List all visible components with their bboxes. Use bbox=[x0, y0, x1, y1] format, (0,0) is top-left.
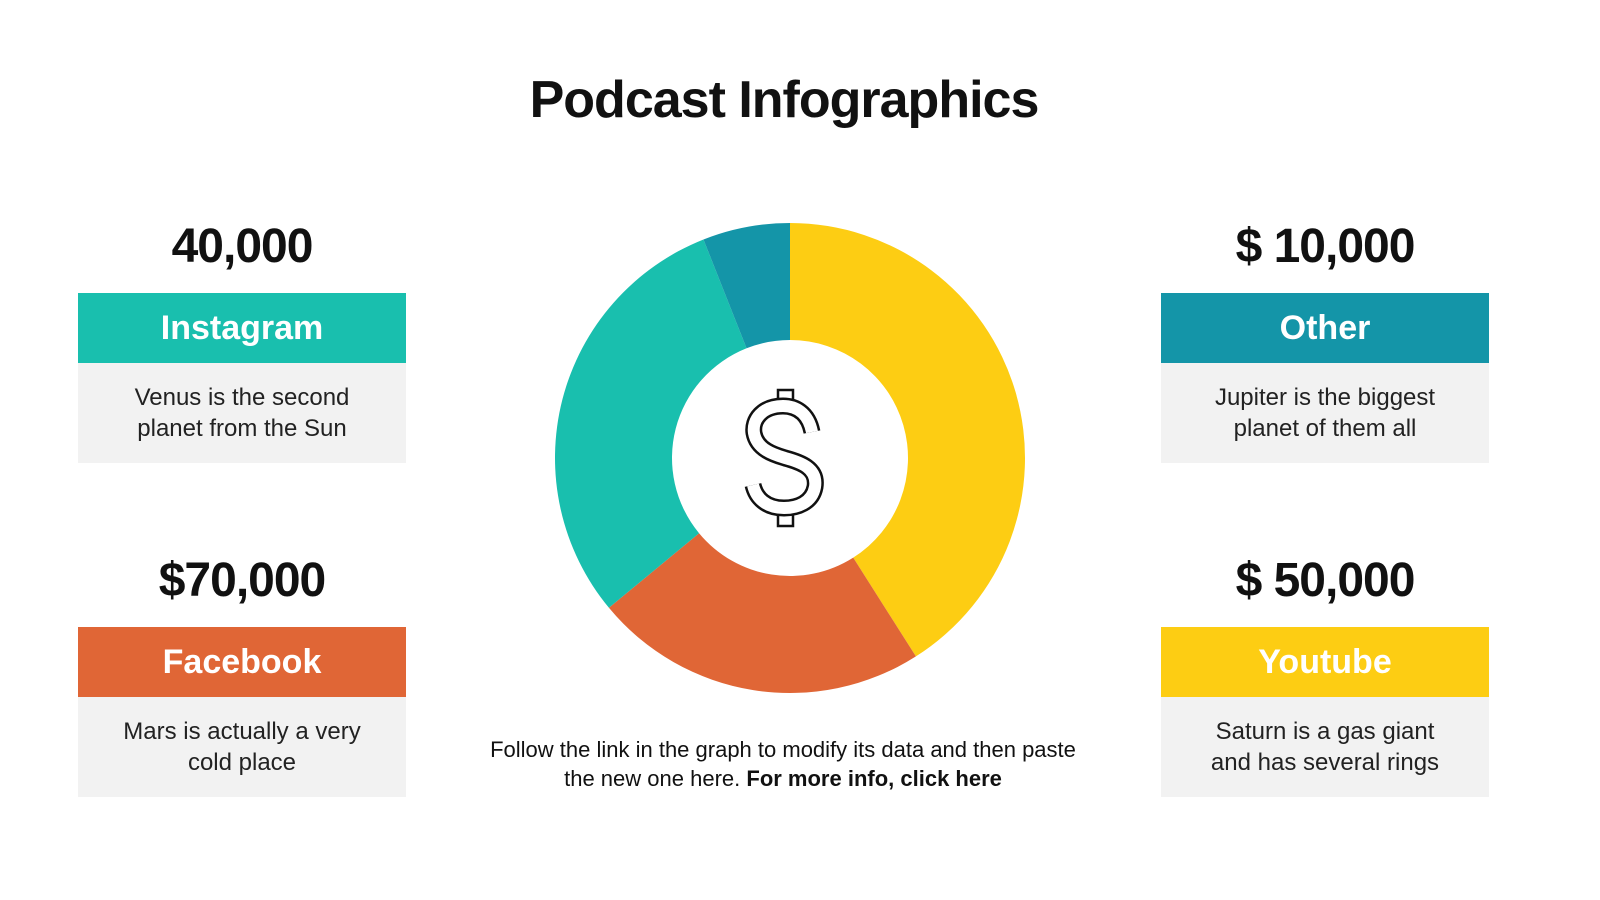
card-value: $70,000 bbox=[158, 554, 327, 607]
title: Podcast Infographics bbox=[529, 71, 1040, 129]
card-label: Other bbox=[1161, 293, 1489, 363]
card-value: $ 10,000 bbox=[1235, 220, 1416, 273]
donut-segment bbox=[608, 533, 916, 693]
card-value: $ 50,000 bbox=[1235, 554, 1416, 607]
info-card: $70,000 Facebook Mars is actually a very c… bbox=[78, 546, 406, 797]
donut bbox=[555, 223, 1025, 693]
donut-segment bbox=[703, 223, 790, 349]
card-description: Jupiter is the biggest planet of them al… bbox=[1214, 384, 1436, 442]
dollar-icon bbox=[744, 388, 824, 528]
card-label: Instagram bbox=[78, 293, 406, 363]
card-description-box: Jupiter is the biggest planet of them al… bbox=[1161, 363, 1489, 463]
card-description-box: Mars is actually a very cold place bbox=[78, 697, 406, 797]
card-description-box: Saturn is a gas giant and has several ri… bbox=[1161, 697, 1489, 797]
note-text: Follow the link in the graph to modify i… bbox=[490, 737, 1076, 791]
card-label: Facebook bbox=[78, 627, 406, 697]
info-card: $ 50,000 Youtube Saturn is a gas giant and… bbox=[1161, 546, 1489, 797]
donut-segment bbox=[790, 223, 1025, 657]
card-description: Mars is actually a very cold place bbox=[123, 718, 361, 776]
card-value: 40,000 bbox=[171, 220, 314, 273]
info-card: 40,000 Instagram Venus is the second plane… bbox=[78, 212, 406, 463]
card-description-box: Venus is the second planet from the Sun bbox=[78, 363, 406, 463]
note: Follow the link in the graph to modify i… bbox=[483, 735, 1083, 793]
card-description: Venus is the second planet from the Sun bbox=[134, 384, 350, 442]
note-link[interactable]: For more info, click here bbox=[746, 766, 1002, 791]
card-label: Youtube bbox=[1161, 627, 1489, 697]
info-card: $ 10,000 Other Jupiter is the biggest plan… bbox=[1161, 212, 1489, 463]
card-description: Saturn is a gas giant and has several ri… bbox=[1210, 718, 1440, 776]
donut-segment bbox=[555, 239, 747, 608]
